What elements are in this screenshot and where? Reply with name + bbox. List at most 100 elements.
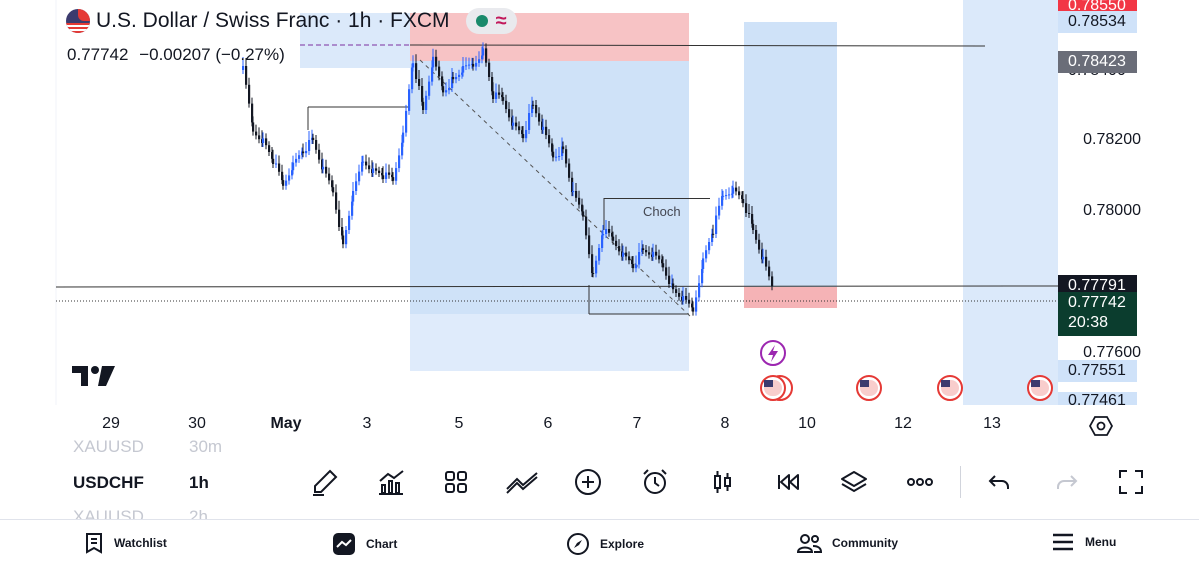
lightning-icon[interactable] (760, 340, 786, 366)
redo-button[interactable] (1050, 465, 1084, 499)
us-event-icon[interactable] (760, 375, 793, 401)
drawing-tools-button[interactable] (308, 465, 342, 499)
time-axis[interactable]: 29 30 May 3 5 6 7 8 10 12 13 (0, 415, 1130, 439)
candle-body (355, 181, 358, 191)
candle-body (442, 86, 445, 93)
time-label: May (270, 415, 302, 432)
level-support[interactable] (55, 285, 1059, 288)
candle-body (402, 132, 405, 143)
symbol-title[interactable]: U.S. Dollar / Swiss Franc · 1h · FXCM (96, 9, 450, 32)
candle-body (255, 131, 258, 136)
candle-body (578, 197, 581, 205)
candle-body (635, 264, 638, 269)
nav-explore[interactable]: Explore (566, 532, 644, 556)
candle-body (662, 263, 665, 268)
symbol-header[interactable]: U.S. Dollar / Swiss Franc · 1h · FXCM ≈ (66, 8, 517, 34)
market-status-pill[interactable]: ≈ (465, 8, 517, 34)
candle-body (351, 201, 354, 216)
level-top[interactable] (409, 44, 986, 47)
candle-body (638, 252, 641, 265)
candle-body (568, 163, 571, 178)
candle-body (712, 233, 715, 235)
candle-body (318, 149, 321, 160)
candle-body (475, 62, 478, 67)
candle-body (552, 151, 555, 158)
time-label: 3 (362, 415, 372, 432)
candle-body (432, 56, 435, 68)
us-event-icon[interactable] (856, 375, 882, 401)
candle-body (771, 276, 774, 287)
candle-body (251, 103, 254, 123)
candle-body (365, 161, 368, 166)
data-delay-icon: ≈ (495, 10, 507, 32)
fullscreen-button[interactable] (1114, 465, 1148, 499)
chart-settings-icon[interactable] (1089, 414, 1113, 438)
symbol-row-active[interactable]: USDCHF 1h (73, 473, 209, 493)
candle-body (588, 235, 591, 255)
choch-label[interactable]: Choch (643, 204, 681, 219)
candle-body (288, 175, 291, 181)
candle-body (668, 275, 671, 284)
zone-blue-main (410, 61, 689, 314)
candle-body (441, 76, 444, 87)
nav-community[interactable]: Community (796, 532, 898, 554)
replay-icon (778, 474, 799, 490)
symbol-row[interactable]: XAUUSD 2h (73, 507, 208, 520)
symbol-list[interactable]: XAUUSD 30m USDCHF 1h XAUUSD 2h (0, 440, 300, 520)
candle-body (431, 67, 434, 82)
candle-body (305, 151, 308, 154)
object-tree-button[interactable] (837, 465, 871, 499)
zone-blue-right (744, 22, 837, 287)
candle-body (342, 235, 345, 245)
trend-dashed[interactable] (419, 59, 691, 317)
compare-button[interactable] (505, 465, 539, 499)
candle-body (385, 172, 388, 179)
candle-body (401, 142, 404, 156)
nav-chart[interactable]: Chart (332, 532, 397, 556)
candle-body (271, 152, 274, 159)
nav-menu[interactable]: Menu (1051, 532, 1116, 552)
nav-watchlist[interactable]: Watchlist (84, 532, 167, 554)
candle-body (658, 255, 661, 260)
choch-box[interactable] (604, 198, 710, 199)
chart-type-button[interactable] (705, 465, 739, 499)
candle-body (688, 299, 691, 304)
layers-icon (841, 471, 867, 493)
us-event-icon[interactable] (1027, 375, 1053, 401)
price-chart[interactable] (0, 0, 1199, 445)
candle-body (325, 166, 328, 174)
hamburger-menu-icon (1053, 533, 1073, 551)
alert-button[interactable] (638, 465, 672, 499)
time-label: 29 (102, 415, 120, 432)
candle-body (291, 170, 294, 176)
symbol-row[interactable]: XAUUSD 30m (73, 440, 222, 457)
candle-body (381, 173, 384, 176)
candle-body (742, 199, 745, 204)
layouts-button[interactable] (439, 465, 473, 499)
undo-button[interactable] (982, 465, 1016, 499)
candle-body (711, 233, 714, 242)
bar-countdown: 20:38 (1068, 314, 1109, 331)
replay-button[interactable] (771, 465, 805, 499)
candle-body (528, 113, 531, 130)
candle-body (508, 109, 511, 118)
more-button[interactable] (903, 465, 937, 499)
nav-menu-label: Menu (1085, 535, 1117, 549)
nav-community-label: Community (832, 536, 898, 550)
candle-body (605, 229, 608, 234)
candle-body (458, 74, 461, 77)
candle-body (538, 113, 541, 122)
candle-body (481, 55, 484, 60)
candle-body (262, 138, 265, 143)
candle-body (745, 203, 748, 213)
indicators-button[interactable] (374, 465, 408, 499)
chart-area[interactable]: U.S. Dollar / Swiss Franc · 1h · FXCM ≈ … (0, 0, 1199, 445)
us-event-icon[interactable] (937, 375, 963, 401)
candle-body (655, 251, 658, 256)
zone-blue-lower (410, 314, 689, 371)
candle-body (345, 230, 348, 245)
candle-body (541, 121, 544, 130)
candle-body (642, 248, 645, 250)
candle-body (395, 168, 398, 181)
add-button[interactable] (571, 465, 605, 499)
